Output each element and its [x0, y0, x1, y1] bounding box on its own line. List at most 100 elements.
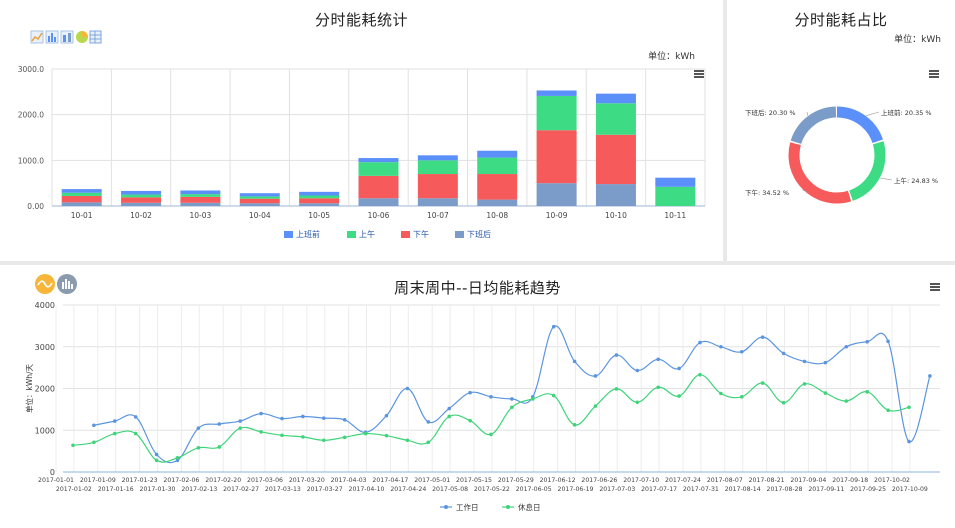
- x-tick-label: 2017-09-11: [808, 486, 844, 493]
- y-axis-label: 单位：kWh/天: [24, 363, 34, 413]
- x-tick-label: 10-09: [546, 211, 568, 220]
- series-point: [175, 458, 180, 463]
- bar-segment: [417, 155, 458, 161]
- series-point: [322, 438, 326, 443]
- series-point: [907, 439, 911, 444]
- series-point: [217, 445, 222, 449]
- series-point: [405, 438, 410, 443]
- bar-segment: [417, 160, 458, 175]
- x-tick-label: 2017-07-10: [623, 477, 659, 484]
- series-point: [301, 435, 305, 439]
- x-tick-label: 2017-01-09: [80, 477, 116, 484]
- bar-segment: [121, 190, 162, 195]
- bar-segment: [417, 198, 458, 206]
- bar-segment: [239, 193, 280, 197]
- series-point: [614, 353, 619, 357]
- series-point: [447, 414, 452, 419]
- legend-swatch: [284, 231, 293, 238]
- bar-segment: [121, 202, 162, 206]
- series-point: [342, 435, 347, 440]
- bar-segment: [595, 103, 636, 135]
- line-mode-icon[interactable]: [35, 274, 55, 294]
- x-tick-label: 2017-09-25: [850, 486, 886, 493]
- series-point: [154, 458, 159, 463]
- x-tick-label: 2017-06-05: [516, 486, 552, 493]
- bar-segment: [239, 203, 280, 206]
- series-point: [175, 456, 180, 460]
- bar-segment: [121, 194, 162, 198]
- trend-toolbar: [34, 273, 80, 299]
- series-point: [217, 422, 222, 426]
- y-tick-label: 4000: [35, 301, 55, 310]
- bar-segment: [477, 157, 518, 175]
- series-point: [489, 432, 493, 437]
- bar-segment: [536, 95, 577, 131]
- bar-mode-icon[interactable]: [57, 274, 77, 294]
- trend-line-chart: 0 1000 2000 3000 4000 2017-01-01 2017-01-09 201…: [24, 301, 940, 512]
- x-tick-label: 10-10: [605, 211, 627, 220]
- x-tick-label: 2017-05-08: [432, 486, 468, 493]
- bar-segment: [180, 196, 221, 203]
- bar-chart-icon[interactable]: [45, 30, 59, 44]
- series-point: [698, 372, 702, 377]
- x-tick-label: 2017-09-18: [832, 477, 868, 484]
- slice-label: 下班后: 20.30 %: [745, 108, 796, 117]
- x-tick-label: 2017-10-02: [874, 477, 910, 484]
- x-tick-label: 2017-06-12: [540, 477, 576, 484]
- bar-segment: [180, 190, 221, 195]
- x-tick-label: 10-04: [249, 211, 271, 220]
- series-point: [844, 344, 849, 349]
- slice-leader-line: [802, 189, 808, 193]
- series-point: [489, 395, 493, 399]
- table-view-icon[interactable]: [89, 30, 102, 44]
- series-point: [154, 452, 159, 457]
- stacked-bar-icon[interactable]: [60, 30, 74, 44]
- series-point: [865, 339, 869, 344]
- x-tick-label: 2017-07-03: [599, 486, 635, 493]
- x-tick-label: 2017-03-27: [307, 486, 343, 493]
- series-point: [531, 397, 535, 401]
- x-tick-label: 2017-08-14: [725, 486, 761, 493]
- slice-leader-line: [866, 111, 880, 116]
- x-tick-label: 2017-03-13: [265, 486, 301, 493]
- y-tick-label: 3000: [35, 343, 55, 352]
- series-point: [133, 431, 138, 436]
- x-tick-label: 2017-02-20: [205, 477, 241, 484]
- x-tick-label: 2017-08-28: [767, 486, 803, 493]
- series-point: [196, 445, 201, 450]
- x-tick-label: 10-06: [368, 211, 390, 220]
- trend-menu-icon[interactable]: [930, 283, 940, 291]
- donut-menu-icon[interactable]: [929, 70, 939, 78]
- series-point: [551, 393, 556, 398]
- series-point: [551, 324, 556, 329]
- series-point: [907, 405, 911, 410]
- legend-marker: [444, 505, 448, 509]
- legend-label: 工作日: [456, 502, 479, 512]
- pie-chart-icon[interactable]: [76, 31, 88, 43]
- bar-menu-icon[interactable]: [694, 70, 704, 78]
- bar-segment: [536, 183, 577, 206]
- line-chart-icon[interactable]: [30, 30, 44, 44]
- series-point: [363, 431, 368, 436]
- legend-label: 休息日: [518, 502, 541, 512]
- x-tick-label: 2017-08-21: [749, 477, 785, 484]
- chart-type-toolbar: [30, 29, 102, 48]
- series-point: [510, 405, 514, 410]
- donut-chart: 上班前: 20.35 % 上午: 24.83 % 下午: 34.52 % 下班后: 2…: [745, 106, 938, 204]
- legend-label: 上午: [359, 229, 375, 239]
- series-point: [635, 368, 640, 373]
- bar-segment: [299, 198, 340, 204]
- x-tick-label: 2017-06-19: [558, 486, 594, 493]
- slice-label: 上午: 24.83 %: [894, 176, 938, 185]
- x-tick-label: 2017-07-31: [683, 486, 719, 493]
- series-point: [468, 418, 472, 423]
- x-tick-label: 2017-05-15: [456, 477, 492, 484]
- bar-segment: [595, 184, 636, 206]
- x-tick-label: 2017-04-03: [331, 477, 367, 484]
- series-point: [677, 366, 681, 371]
- series-line: [93, 325, 931, 464]
- x-tick-label: 2017-10-09: [892, 486, 928, 493]
- x-tick-label: 2017-04-24: [390, 486, 426, 493]
- bar-segment: [299, 195, 340, 199]
- series-point: [384, 413, 389, 418]
